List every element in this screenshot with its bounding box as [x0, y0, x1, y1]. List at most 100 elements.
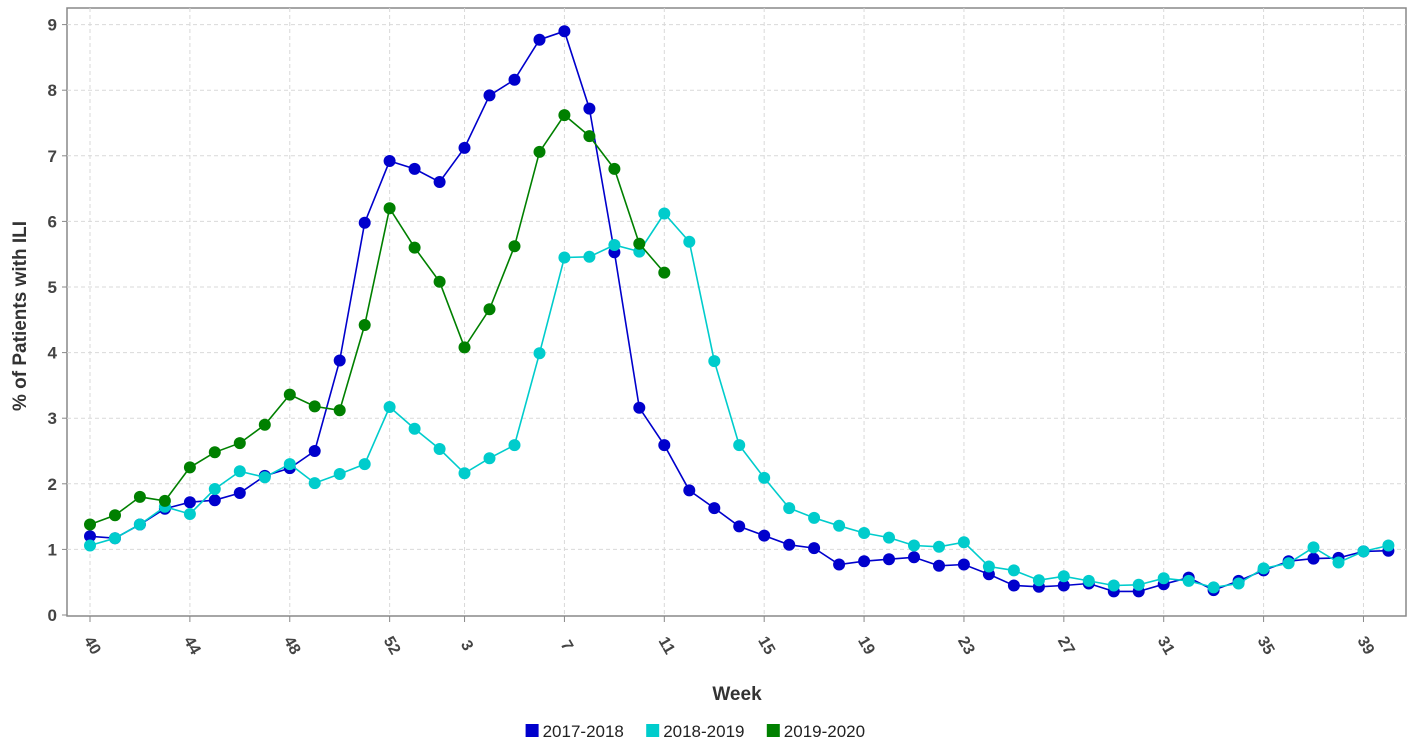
data-point [1307, 541, 1320, 554]
data-point [84, 539, 96, 552]
y-tick-label: 5 [48, 278, 57, 297]
x-tick-label: 44 [180, 634, 204, 658]
legend-label: 2018-2019 [663, 722, 744, 741]
data-point [1307, 552, 1320, 565]
data-point [1182, 574, 1195, 587]
data-point [133, 490, 146, 503]
data-point [183, 508, 196, 520]
data-point [383, 401, 396, 413]
data-point [308, 400, 321, 413]
data-point [308, 477, 321, 490]
data-point [558, 25, 571, 38]
data-point [283, 458, 296, 471]
data-point [183, 496, 196, 509]
data-point [508, 439, 521, 452]
legend-item: 2019-2020 [766, 722, 865, 741]
data-point [383, 155, 396, 167]
data-point [558, 109, 571, 122]
data-point [583, 102, 596, 115]
data-point [1382, 539, 1395, 552]
x-tick-label: 31 [1154, 634, 1178, 658]
data-point [1007, 564, 1020, 577]
legend-swatch [646, 724, 660, 737]
data-point [358, 216, 371, 229]
x-tick-label: 52 [380, 634, 404, 658]
data-point [233, 465, 246, 478]
data-point [608, 239, 621, 251]
x-axis-title: Week [712, 684, 762, 705]
data-point [933, 540, 945, 553]
data-point [508, 240, 521, 253]
data-point [783, 538, 796, 551]
y-tick-label: 9 [48, 16, 57, 35]
data-point [458, 141, 471, 154]
data-point [558, 251, 571, 264]
data-point [608, 162, 621, 175]
data-point [508, 73, 521, 86]
data-point [833, 558, 846, 571]
x-tick-label: 39 [1354, 634, 1378, 658]
data-point [1357, 545, 1370, 558]
data-point [358, 458, 371, 471]
data-point [333, 354, 346, 367]
data-point [883, 531, 895, 544]
data-point [458, 341, 471, 354]
series-2019-2020 [84, 109, 671, 531]
x-tick-label: 40 [80, 634, 104, 658]
data-point [858, 555, 871, 568]
data-point [483, 452, 496, 465]
data-point [458, 467, 471, 480]
data-point [258, 418, 271, 431]
legend-item: 2018-2019 [646, 722, 745, 741]
data-point [683, 484, 696, 497]
data-point [808, 542, 821, 555]
data-point [84, 518, 96, 531]
y-tick-label: 7 [48, 147, 57, 166]
data-point [533, 33, 546, 46]
series-2018-2019 [84, 207, 1395, 594]
data-point [858, 527, 871, 539]
data-point [483, 303, 496, 316]
data-point [433, 443, 446, 455]
data-point [233, 437, 246, 450]
data-point [758, 471, 771, 484]
x-tick-label: 48 [280, 634, 304, 658]
data-point [733, 439, 746, 452]
x-tick-label: 27 [1054, 634, 1078, 658]
data-point [808, 511, 821, 524]
data-point [708, 355, 721, 368]
data-point [933, 559, 945, 572]
data-point [1157, 572, 1170, 585]
y-tick-label: 8 [48, 81, 57, 100]
data-point [109, 532, 121, 545]
data-point [957, 536, 970, 549]
data-point [908, 539, 920, 552]
data-point [1057, 579, 1070, 592]
y-tick-label: 3 [48, 409, 57, 428]
series-layer [84, 25, 1395, 598]
data-point [158, 494, 171, 507]
y-tick-label: 4 [48, 344, 58, 363]
y-tick-label: 1 [48, 540, 57, 559]
data-point [982, 560, 995, 573]
data-point [733, 520, 746, 533]
data-point [533, 145, 546, 158]
y-axis-title: % of Patients with ILI [10, 221, 31, 411]
data-point [84, 530, 96, 543]
data-point [1007, 579, 1020, 592]
data-point [408, 162, 421, 175]
data-point [883, 553, 895, 566]
x-tick-label: 3 [457, 638, 476, 654]
data-point [183, 461, 196, 474]
y-tick-label: 2 [48, 475, 57, 494]
data-point [433, 176, 446, 188]
data-point [258, 471, 271, 484]
data-point [908, 551, 920, 564]
data-point [333, 404, 346, 417]
x-tick-label: 7 [557, 638, 576, 654]
data-point [208, 446, 221, 459]
legend-swatch [525, 724, 539, 737]
legend-label: 2017-2018 [543, 722, 624, 741]
data-point [633, 237, 646, 250]
